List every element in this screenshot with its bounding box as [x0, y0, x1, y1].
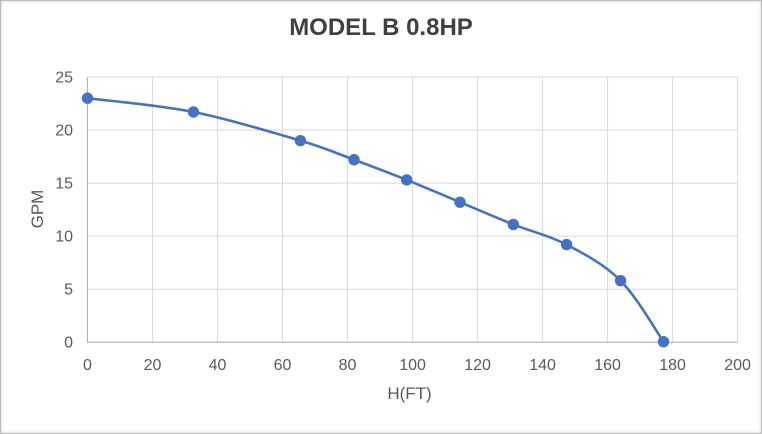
svg-text:160: 160 [594, 357, 621, 374]
svg-text:180: 180 [659, 357, 686, 374]
svg-text:15: 15 [55, 175, 73, 192]
svg-text:60: 60 [274, 357, 292, 374]
svg-text:80: 80 [339, 357, 357, 374]
svg-text:200: 200 [724, 357, 751, 374]
svg-text:140: 140 [529, 357, 556, 374]
svg-text:GPM: GPM [28, 190, 47, 229]
svg-text:20: 20 [144, 357, 162, 374]
svg-text:5: 5 [64, 282, 73, 299]
svg-text:100: 100 [399, 357, 426, 374]
svg-text:0: 0 [64, 335, 73, 352]
svg-text:25: 25 [55, 69, 73, 86]
svg-text:0: 0 [83, 357, 92, 374]
svg-text:10: 10 [55, 228, 73, 245]
svg-text:H(FT): H(FT) [387, 384, 431, 403]
svg-text:40: 40 [209, 357, 227, 374]
svg-text:120: 120 [464, 357, 491, 374]
svg-text:20: 20 [55, 122, 73, 139]
